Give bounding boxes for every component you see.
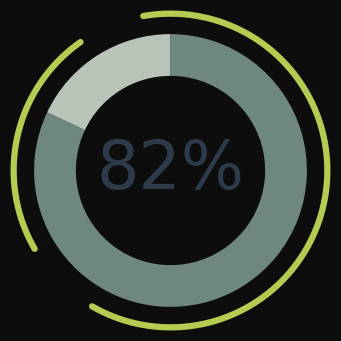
Text: 82%: 82% [97,137,244,204]
Wedge shape [34,34,307,307]
Wedge shape [47,34,170,130]
